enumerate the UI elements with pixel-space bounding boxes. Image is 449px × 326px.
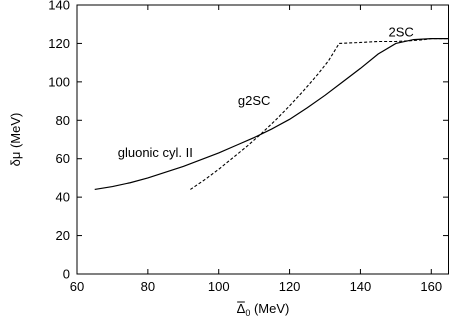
series-annotations: gluonic cyl. II g2SC 2SC [118,25,414,160]
x-tick-label: 80 [141,279,155,294]
x-axis-label: Δ0 (MeV) [237,301,290,318]
y-axis-label: δμ (MeV) [8,113,23,167]
tick-labels: 60 80 100 120 140 160 0 20 40 60 80 100 120 140 [48,0,442,294]
x-axis-label-subscript: 0 [245,308,250,318]
2sc-series-line [339,38,449,44]
series-lines [94,38,449,191]
series-annotation-label: gluonic cyl. II [118,145,193,160]
y-tick-label: 60 [56,151,70,166]
x-tick-label: 60 [70,279,84,294]
series-annotation-label: g2SC [238,93,271,108]
y-tick-label: 40 [56,190,70,205]
y-tick-label: 80 [56,113,70,128]
x-tick-label: 100 [208,279,230,294]
g2sc-series-line [190,43,340,190]
y-tick-label: 140 [48,0,70,13]
x-tick-label: 160 [420,279,442,294]
y-tick-label: 0 [63,267,70,282]
x-axis-label-symbol: Δ [237,301,246,316]
gluonic-cyl-ii-series-line [94,38,449,191]
x-tick-label: 140 [350,279,372,294]
x-axis-label-unit: (MeV) [250,301,289,316]
series-annotation-label: 2SC [389,25,414,40]
y-tick-label: 100 [48,74,70,89]
y-tick-label: 20 [56,228,70,243]
y-tick-label: 120 [48,36,70,51]
x-tick-label: 120 [279,279,301,294]
